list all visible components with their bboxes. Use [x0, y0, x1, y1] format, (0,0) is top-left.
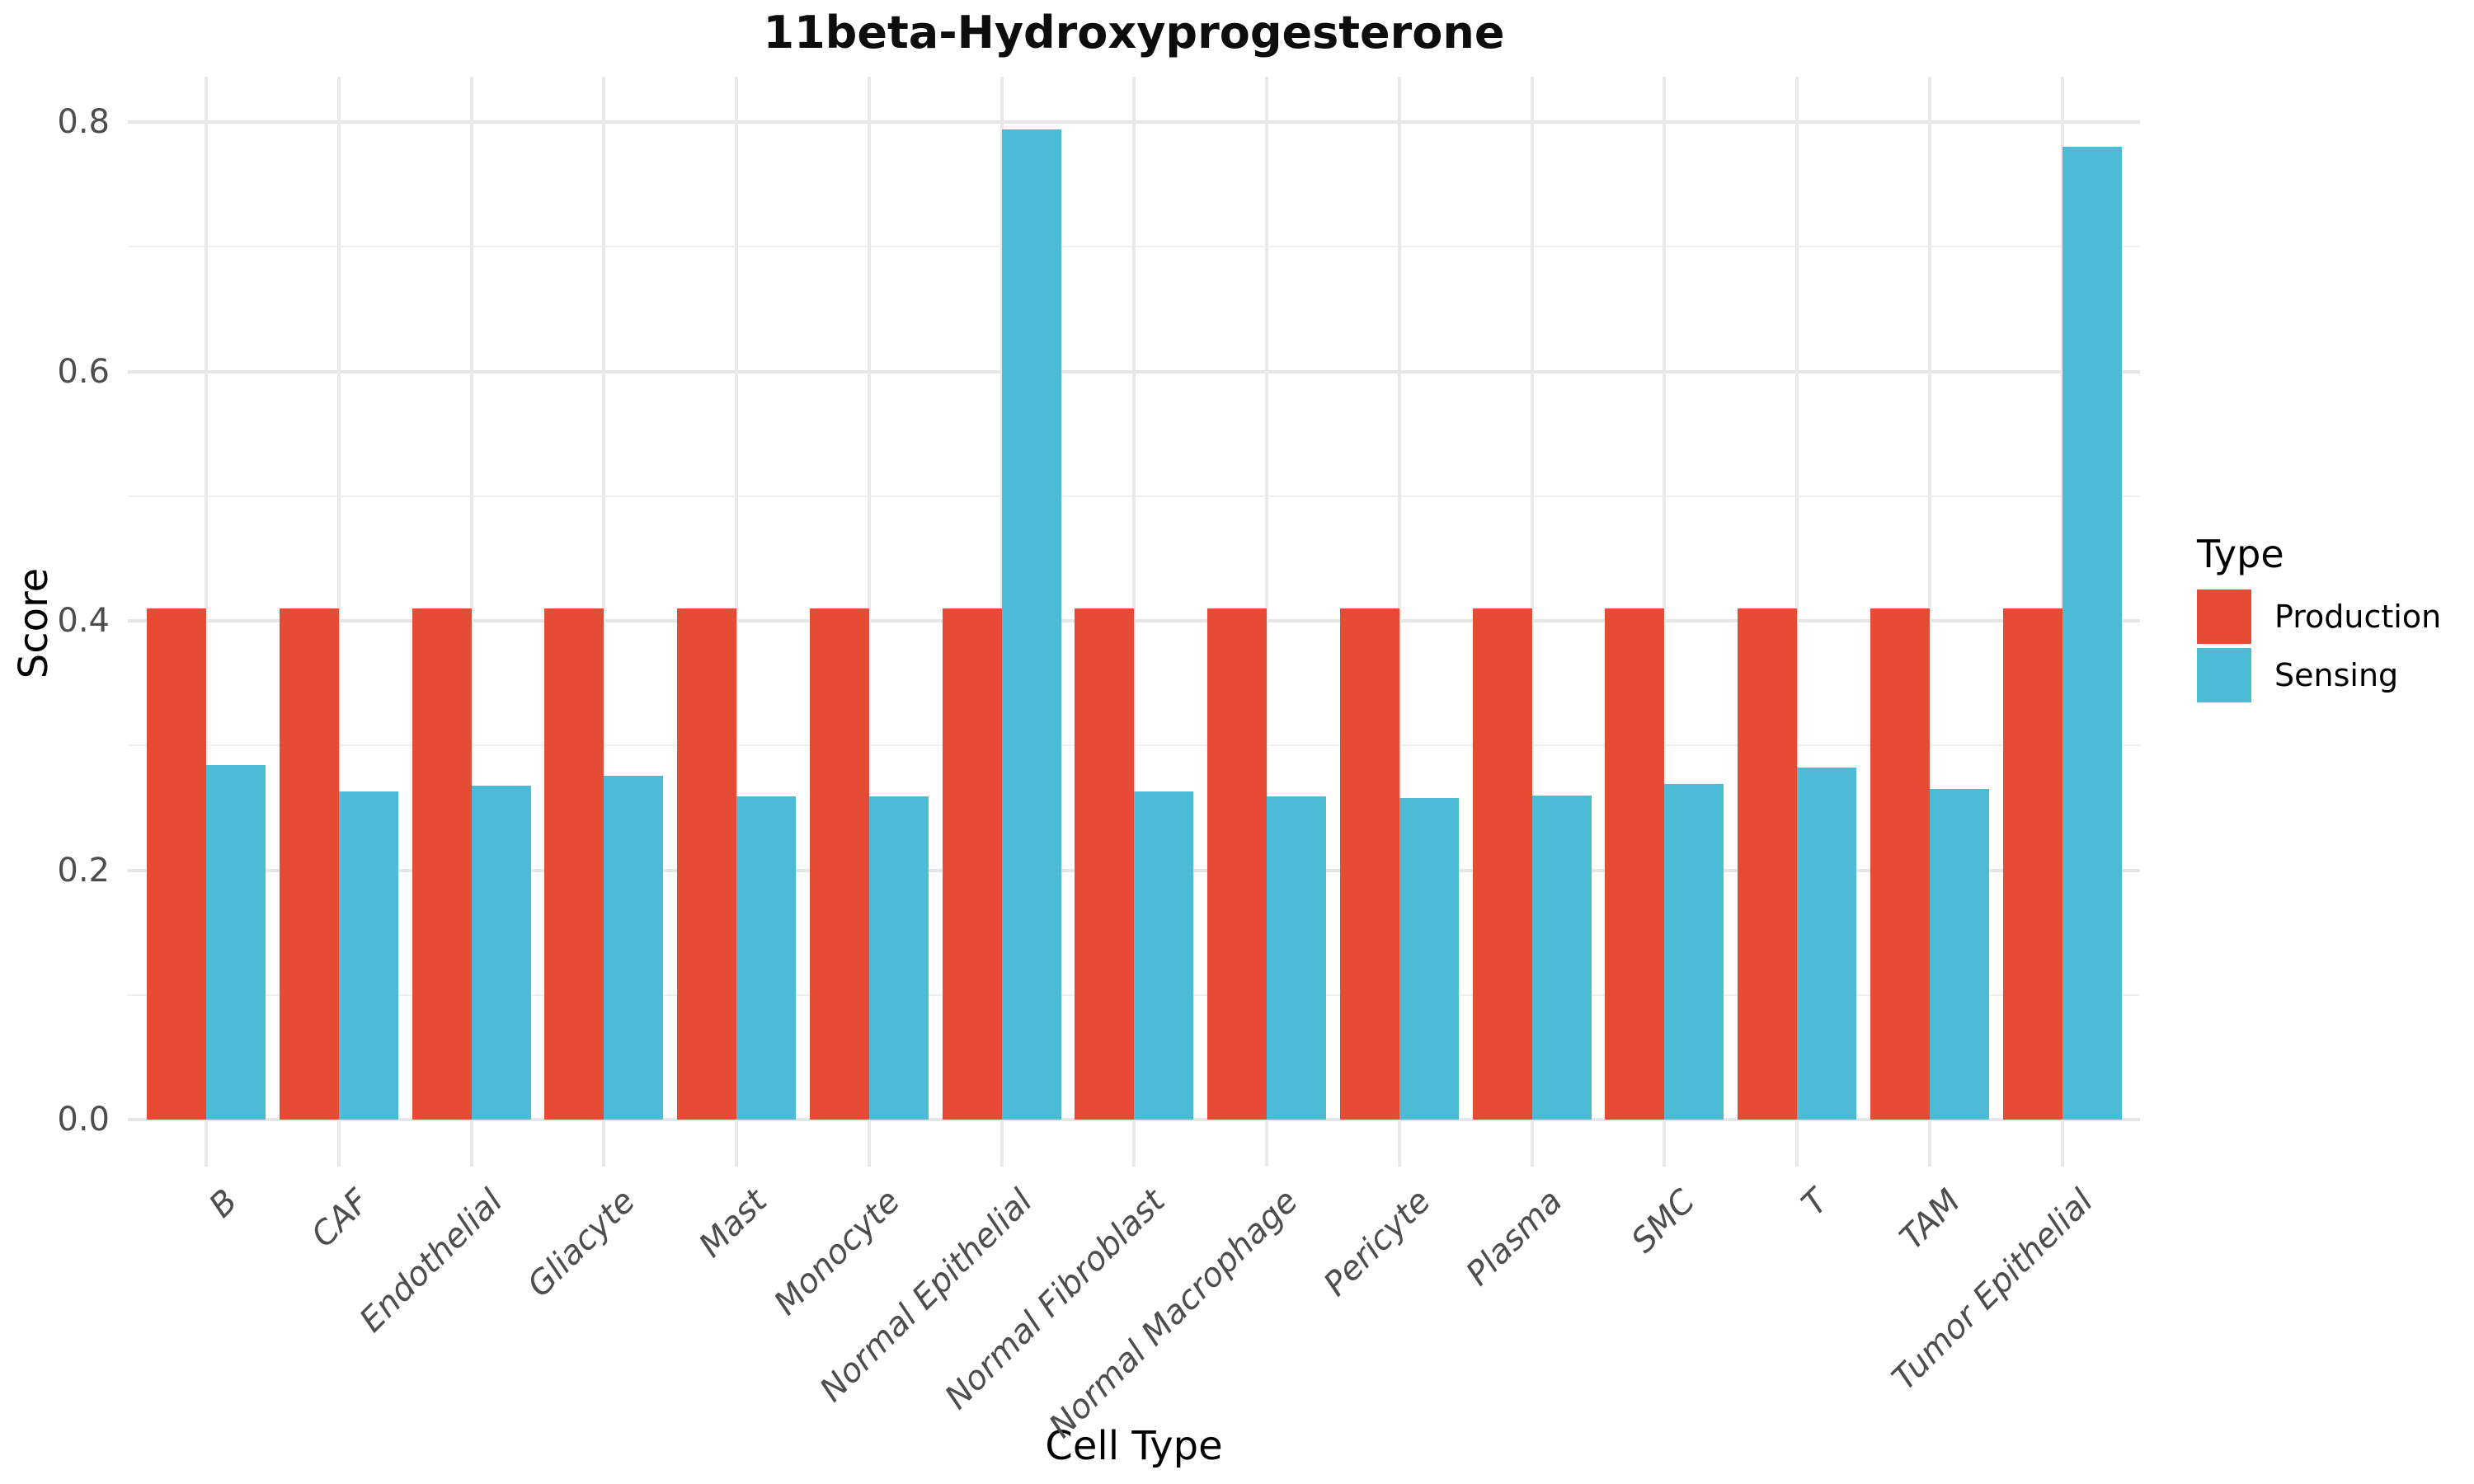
- x-gridline-tick: [205, 77, 208, 1167]
- bar-production-10: [1339, 608, 1399, 1120]
- bar-production-12: [1605, 608, 1665, 1120]
- bar-sensing-15: [2062, 147, 2122, 1120]
- x-gridline-tick: [602, 77, 606, 1167]
- x-gridline-tick: [867, 77, 871, 1167]
- x-gridline-tick: [469, 77, 473, 1167]
- bar-sensing-10: [1399, 797, 1459, 1120]
- y-tick-label: 0.4: [57, 602, 110, 640]
- x-gridline-tick: [1663, 77, 1667, 1167]
- bar-sensing-1: [206, 765, 266, 1120]
- bar-sensing-7: [1001, 129, 1061, 1120]
- bar-sensing-5: [736, 796, 796, 1120]
- x-tick-label: Pericyte: [1316, 1182, 1438, 1304]
- bar-sensing-6: [868, 796, 929, 1120]
- bar-sensing-4: [604, 775, 664, 1120]
- bar-production-1: [147, 608, 206, 1120]
- x-gridline-tick: [1530, 77, 1534, 1167]
- y-tick-label: 0.8: [57, 103, 110, 141]
- legend-item-production: Production: [2197, 589, 2469, 644]
- x-gridline-tick: [336, 77, 341, 1167]
- bar-sensing-11: [1531, 795, 1592, 1120]
- y-tick-label: 0.2: [57, 851, 110, 890]
- x-gridline-tick: [1132, 77, 1136, 1167]
- bar-production-11: [1472, 608, 1532, 1120]
- legend-swatch-sensing: [2197, 648, 2251, 702]
- bar-production-14: [1870, 608, 1930, 1120]
- bar-sensing-9: [1267, 796, 1326, 1120]
- x-tick-label: SMC: [1625, 1182, 1703, 1261]
- bar-production-9: [1207, 608, 1267, 1120]
- bar-sensing-2: [338, 791, 398, 1120]
- x-tick-label: Gliacyte: [520, 1182, 642, 1305]
- bar-sensing-3: [471, 785, 531, 1120]
- x-gridline-tick: [1265, 77, 1268, 1167]
- x-gridline-tick: [735, 77, 738, 1167]
- x-tick-label: Monocyte: [767, 1182, 908, 1323]
- bar-production-4: [544, 608, 604, 1120]
- x-tick-label: B: [201, 1182, 245, 1225]
- bar-production-5: [677, 608, 736, 1120]
- bar-production-13: [1738, 608, 1797, 1120]
- legend-title: Type: [2197, 532, 2284, 576]
- legend-swatch-production: [2197, 589, 2251, 644]
- x-gridline-tick: [1397, 77, 1401, 1167]
- x-axis-title: Cell Type: [1045, 1423, 1223, 1469]
- x-tick-label: Normal Fibroblast: [938, 1182, 1173, 1417]
- chart-title: 11beta-Hydroxyprogesterone: [763, 7, 1505, 59]
- bar-production-15: [2002, 608, 2062, 1120]
- bar-sensing-14: [1929, 789, 1989, 1120]
- legend-label: Production: [2274, 599, 2442, 635]
- legend: Type Production Sensing: [2197, 532, 2469, 707]
- bar-production-2: [279, 608, 339, 1120]
- x-tick-label: Mast: [692, 1182, 775, 1266]
- legend-item-sensing: Sensing: [2197, 648, 2469, 702]
- x-tick-label: T: [1794, 1182, 1836, 1223]
- legend-items: Production Sensing: [2197, 589, 2469, 702]
- x-tick-label: Plasma: [1459, 1182, 1571, 1294]
- bar-production-3: [412, 608, 472, 1120]
- bar-production-8: [1075, 608, 1135, 1120]
- x-tick-label: CAF: [304, 1182, 378, 1255]
- x-gridline-tick: [1927, 77, 1931, 1167]
- x-tick-label: Endothelial: [352, 1182, 510, 1340]
- legend-label: Sensing: [2274, 657, 2399, 693]
- x-tick-label: TAM: [1893, 1182, 1968, 1257]
- bar-sensing-8: [1134, 791, 1194, 1120]
- x-tick-label: Normal Macrophage: [1042, 1182, 1305, 1446]
- x-gridline-tick: [1795, 77, 1799, 1167]
- bar-production-7: [942, 608, 1002, 1120]
- y-tick-label: 0.0: [57, 1101, 110, 1139]
- bar-production-6: [809, 608, 869, 1120]
- y-tick-label: 0.6: [57, 352, 110, 391]
- bar-sensing-12: [1664, 784, 1724, 1120]
- bar-sensing-13: [1797, 768, 1856, 1120]
